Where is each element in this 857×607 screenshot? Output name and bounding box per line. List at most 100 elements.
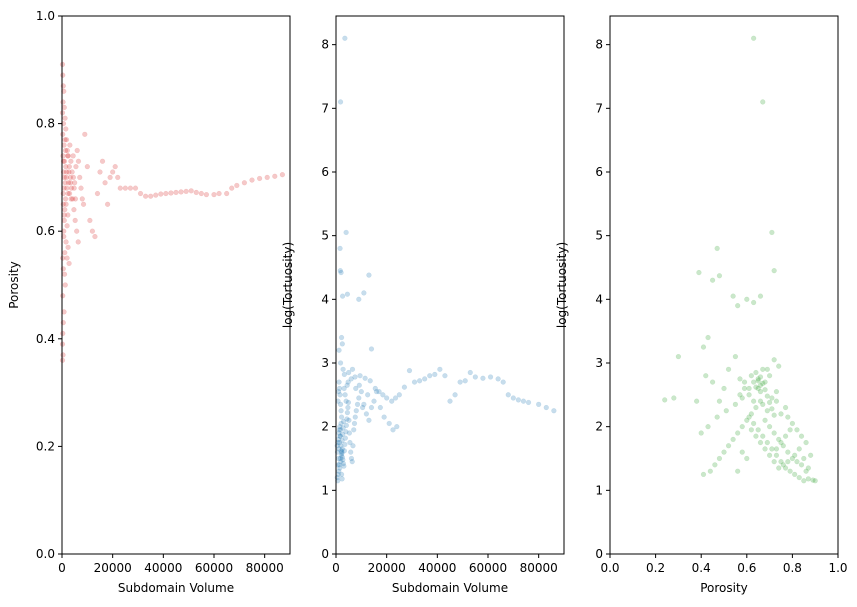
data-point	[348, 455, 355, 462]
data-point	[137, 190, 144, 197]
data-point	[771, 268, 777, 274]
data-point	[778, 411, 784, 417]
data-point	[339, 454, 345, 460]
data-point	[173, 189, 179, 196]
x-tick-label: 80000	[520, 561, 558, 575]
data-point	[766, 399, 773, 406]
data-point	[671, 395, 677, 401]
data-point	[447, 398, 453, 404]
data-point	[60, 99, 66, 105]
data-point	[336, 347, 342, 353]
data-point	[480, 375, 486, 381]
data-point	[335, 455, 342, 462]
data-point	[122, 185, 128, 191]
y-tick-label: 0.0	[36, 547, 55, 561]
data-point	[757, 388, 764, 395]
data-point	[352, 374, 358, 380]
data-point	[737, 376, 743, 382]
data-point	[776, 436, 782, 443]
data-point	[377, 404, 383, 411]
data-point	[735, 468, 741, 474]
x-tick-label: 40000	[144, 561, 182, 575]
data-point	[472, 374, 478, 380]
data-point	[750, 299, 757, 306]
data-point	[368, 404, 375, 411]
y-tick-label: 5	[321, 229, 329, 243]
data-point	[773, 446, 780, 452]
data-point	[344, 382, 350, 388]
data-point	[381, 414, 387, 420]
data-point	[61, 233, 67, 240]
data-point	[60, 72, 66, 78]
data-point	[778, 439, 784, 446]
data-point	[66, 260, 72, 267]
data-point	[338, 448, 344, 454]
data-point	[72, 180, 78, 186]
data-point	[741, 385, 748, 392]
data-point	[344, 416, 350, 422]
data-point	[104, 201, 111, 207]
y-axis-title: Porosity	[7, 261, 21, 309]
data-point	[515, 397, 522, 403]
data-point	[60, 153, 66, 159]
data-point	[353, 385, 359, 392]
data-point	[766, 452, 773, 458]
data-point	[709, 379, 716, 385]
data-point	[203, 191, 210, 198]
data-point	[705, 424, 711, 430]
data-point	[714, 245, 720, 252]
x-tick-label: 1.0	[828, 561, 847, 575]
data-point	[78, 185, 84, 191]
x-axis-title: Porosity	[700, 581, 748, 595]
data-point	[760, 380, 766, 387]
data-point	[782, 404, 789, 411]
data-point	[730, 436, 736, 443]
data-point	[773, 398, 780, 404]
data-point	[778, 459, 784, 465]
data-point	[766, 424, 773, 430]
data-point	[753, 404, 759, 411]
data-point	[753, 369, 759, 376]
data-point	[336, 385, 343, 392]
data-point	[735, 303, 741, 309]
data-point	[354, 401, 361, 408]
data-point	[776, 363, 782, 369]
data-point	[750, 35, 757, 41]
data-point	[716, 455, 723, 462]
data-point	[709, 277, 716, 283]
data-point	[127, 185, 134, 191]
data-point	[798, 433, 805, 439]
data-point	[337, 99, 344, 105]
data-point	[348, 449, 354, 455]
data-point	[755, 385, 761, 392]
data-point	[142, 193, 149, 199]
data-point	[338, 420, 344, 427]
data-point	[69, 196, 76, 202]
data-point	[805, 465, 812, 471]
data-point	[337, 424, 343, 430]
data-point	[345, 399, 352, 406]
data-point	[339, 450, 345, 457]
data-point	[99, 158, 106, 164]
data-point	[338, 408, 344, 414]
y-tick-label: 1	[595, 483, 603, 497]
data-point	[801, 478, 807, 484]
data-point	[762, 417, 768, 423]
data-point	[366, 272, 372, 278]
data-point	[112, 163, 118, 170]
data-point	[62, 196, 69, 202]
data-point	[338, 459, 344, 465]
x-tick-label: 0	[332, 561, 340, 575]
y-tick-label: 5	[595, 229, 603, 243]
data-point	[764, 366, 770, 373]
data-point	[335, 478, 341, 484]
data-point	[158, 191, 164, 197]
x-tick-label: 0.2	[646, 561, 665, 575]
chart-panel-2: 0 20000 40000 60000 80000 0 1 2 3 4 5 6 7 8 Subdomain …	[281, 15, 565, 595]
data-point	[780, 462, 786, 468]
data-point	[367, 378, 373, 384]
data-point	[117, 185, 123, 191]
data-point	[337, 268, 343, 274]
data-point	[725, 443, 732, 449]
